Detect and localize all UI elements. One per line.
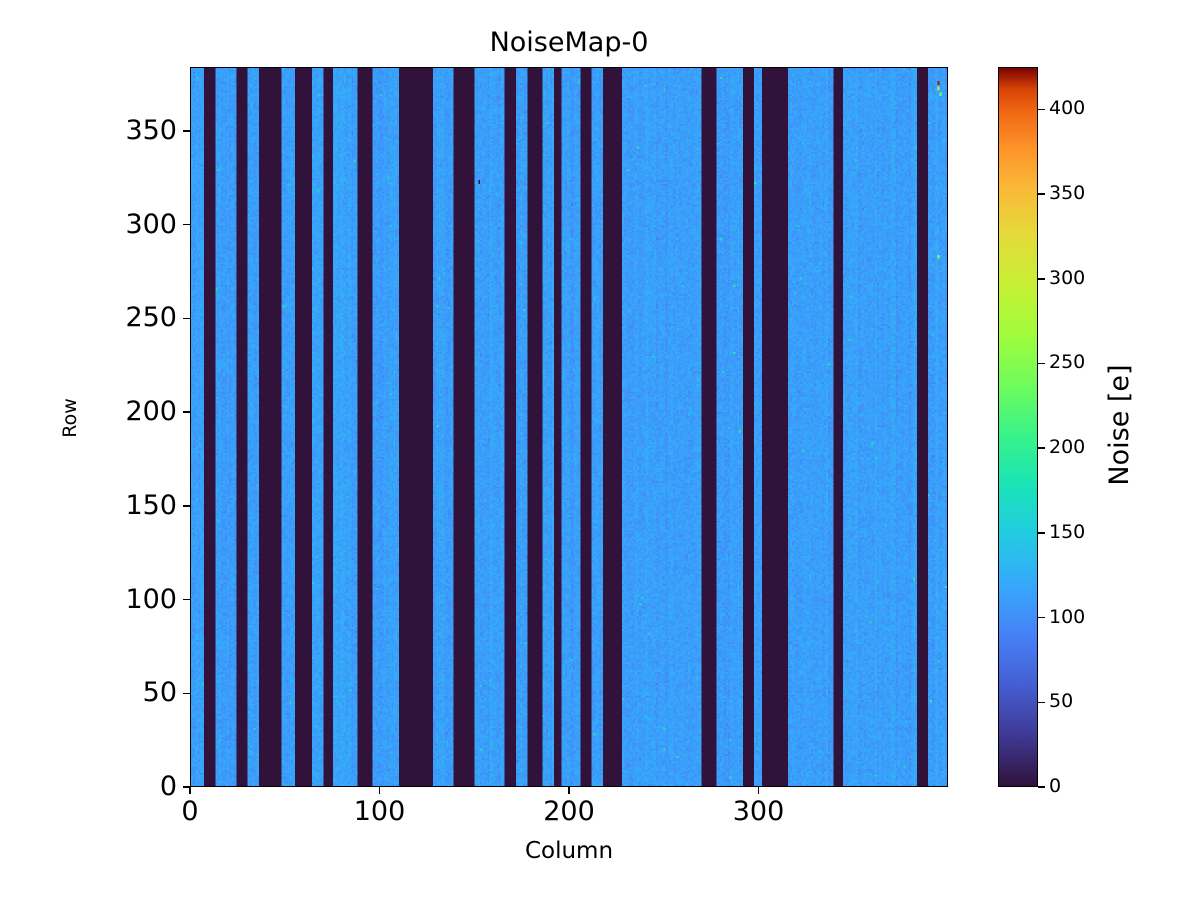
colorbar-gradient (999, 68, 1037, 786)
y-axis-label: Row (59, 398, 81, 438)
ytick-mark (183, 786, 190, 788)
y-tick-label: 150 (125, 489, 177, 521)
colorbar-tick-label: 400 (1049, 97, 1086, 120)
ytick-mark (183, 692, 190, 694)
y-tick-label: 250 (125, 302, 177, 334)
x-tick-label: 300 (732, 796, 785, 827)
ytick-mark (183, 130, 190, 132)
colorbar-tick-label: 300 (1049, 266, 1086, 289)
x-tick-label: 0 (181, 796, 199, 827)
xtick-mark (568, 787, 570, 794)
y-tick-label: 300 (125, 208, 177, 240)
cbtick-mark (1038, 447, 1045, 449)
colorbar-label: Noise [e] (1104, 364, 1135, 486)
cbtick-mark (1038, 108, 1045, 111)
cbtick-mark (1038, 193, 1045, 195)
cbtick-mark (1038, 362, 1045, 365)
ytick-mark (183, 317, 190, 319)
x-tick-label: 200 (543, 796, 595, 827)
ytick-mark (183, 411, 190, 413)
y-tick-label: 200 (125, 396, 177, 427)
colorbar[interactable] (998, 67, 1038, 787)
xtick-mark (378, 787, 381, 794)
cbtick-mark (1038, 701, 1045, 704)
y-tick-label: 0 (159, 771, 177, 802)
x-axis-label: Column (524, 838, 614, 864)
colorbar-tick-label: 200 (1049, 436, 1086, 459)
xtick-mark (189, 787, 191, 794)
colorbar-tick-label: 250 (1049, 351, 1086, 374)
x-tick-label: 100 (353, 796, 406, 827)
heatmap-axes[interactable] (190, 67, 948, 787)
ytick-mark (183, 505, 190, 507)
heatmap-image (191, 68, 947, 786)
cbtick-mark (1038, 278, 1045, 280)
cbtick-mark (1038, 532, 1045, 534)
colorbar-tick-label: 150 (1049, 520, 1086, 543)
colorbar-tick-label: 100 (1049, 605, 1086, 628)
colorbar-tick-label: 0 (1049, 775, 1062, 797)
cbtick-mark (1038, 786, 1045, 788)
ytick-mark (183, 598, 190, 601)
xtick-mark (757, 787, 760, 794)
page-title: NoiseMap-0 (489, 27, 649, 58)
y-tick-label: 100 (125, 583, 177, 615)
ytick-mark (183, 223, 190, 226)
colorbar-tick-label: 350 (1049, 182, 1086, 205)
cbtick-mark (1038, 616, 1045, 619)
y-tick-label: 350 (125, 114, 177, 146)
colorbar-tick-label: 50 (1049, 690, 1074, 713)
y-tick-label: 50 (142, 677, 177, 709)
